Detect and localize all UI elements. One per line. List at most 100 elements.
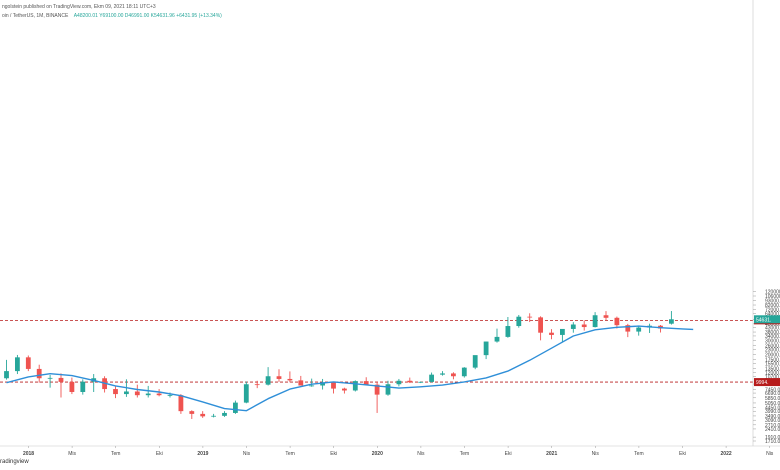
candle-body [298,380,304,386]
candle-body [516,316,522,327]
x-tick-label: Nis [766,451,774,457]
y-tick-label: 3490.00 [765,414,780,420]
candles [4,311,674,419]
price-labels: 53060.9994.54631. [754,315,780,387]
y-tick-label: 3990.00 [765,409,780,415]
candle-body [47,377,53,379]
candle-body [265,376,271,385]
level-price-label: 9994. [756,380,769,386]
y-tick-label: 1910.00 [765,435,780,441]
candle-body [614,317,620,326]
candle-body [287,378,293,381]
price-axis[interactable]: 1710.001910.00 2410.002710.003090.003490.… [752,0,780,446]
candle-body [407,380,413,383]
y-tick-label: 3090.00 [765,418,780,424]
x-tick-label: Tem [285,451,294,457]
candle-body [80,381,86,392]
x-tick-label: Eki [330,451,337,457]
candle-body [200,413,206,417]
y-tick-label: 106000 [765,294,780,300]
tradingview-brand: radingview [0,459,29,465]
candle-body [603,315,609,318]
x-tick-label: Nis [592,451,600,457]
candle-body [124,391,129,395]
y-tick-label: 6690.00 [765,391,780,397]
candle-body [527,316,533,318]
candle-body [145,393,151,396]
candle-body [178,395,184,412]
author-line: ngolstein published on TradingView.com, … [2,4,156,10]
y-tick-label: 4450.00 [765,405,780,411]
x-tick-label: Tem [634,451,643,457]
candle-body [472,355,478,368]
x-tick-label: Mis [68,451,76,457]
candle-body [243,384,249,403]
candle-body [451,373,456,377]
y-tick-label: 2710.00 [765,423,780,429]
candle-body [113,389,118,395]
candle-body [254,384,260,386]
current-price-label: 54631. [756,317,771,323]
y-tick-label: 120000 [765,290,780,296]
x-tick-label: 2020 [372,451,383,457]
y-tick-label: 12000. [765,371,780,377]
y-tick-label: 7450.00 [765,387,780,393]
candle-body [396,380,402,385]
x-tick-label: 2019 [197,451,208,457]
symbol-line: oin / TetherUS, 1M, BINANCE A48200.01 Y6… [2,13,222,19]
candle-body [494,336,500,342]
candle-body [669,319,674,324]
candle-body [385,384,391,395]
y-tick-label: 72000. [765,308,780,314]
y-tick-label: 34000. [765,334,780,340]
candle-body [4,371,9,379]
y-tick-label: 13500. [765,366,780,372]
candle-body [222,412,227,416]
chart-header: ngolstein published on TradingView.com, … [0,0,755,24]
candle-body [320,382,325,386]
x-tick-label: 2021 [546,451,557,457]
time-axis[interactable]: 2018 Mis Tem Eki 2019 Nis Tem Eki 2020 Nis Tem Eki 2… [0,445,780,457]
candle-body [483,341,489,356]
x-tick-label: Eki [505,451,512,457]
y-tick-label: 43000. [765,326,780,332]
candle-body [505,326,511,337]
candle-body [134,391,140,396]
candle-body [15,357,20,372]
candle-body [374,384,380,395]
y-tick-label: 10700. [765,375,780,381]
y-tick-label: 38000. [765,330,780,336]
ohlc-values: A48200.01 Y69100.00 D46991.00 K54631.96 … [73,13,222,19]
y-tick-label: 1710.00 [765,439,780,445]
candle-body [363,381,369,385]
y-tick-label: 82000. [765,303,780,309]
candle-body [538,317,543,333]
y-tick-label: 48000. [765,322,780,328]
horizontal-levels [0,319,753,383]
candle-body [560,328,565,335]
candle-body [58,377,64,382]
y-tick-label: 2410.00 [765,427,780,433]
y-tick-label: 5050.00 [765,401,780,407]
candle-body [636,327,642,332]
y-tick-label: 30000. [765,338,780,344]
y-tick-label: 15500. [765,362,780,368]
current-price-tag [754,315,780,324]
candle-body [429,374,434,382]
candle-body [25,357,31,369]
x-tick-label: Eki [156,451,163,457]
candle-body [342,388,347,391]
y-tick-label: 20000. [765,353,780,359]
candle-body [167,395,173,396]
level-price-tag [754,378,780,387]
candle-body [592,315,598,328]
candle-body [418,381,424,383]
y-tick-label: 5850.00 [765,396,780,402]
y-tick-label: 64000. [765,312,780,318]
moving-average [6,325,694,412]
candle-body [309,385,315,387]
candle-body [625,325,631,332]
candle-body [570,324,576,329]
